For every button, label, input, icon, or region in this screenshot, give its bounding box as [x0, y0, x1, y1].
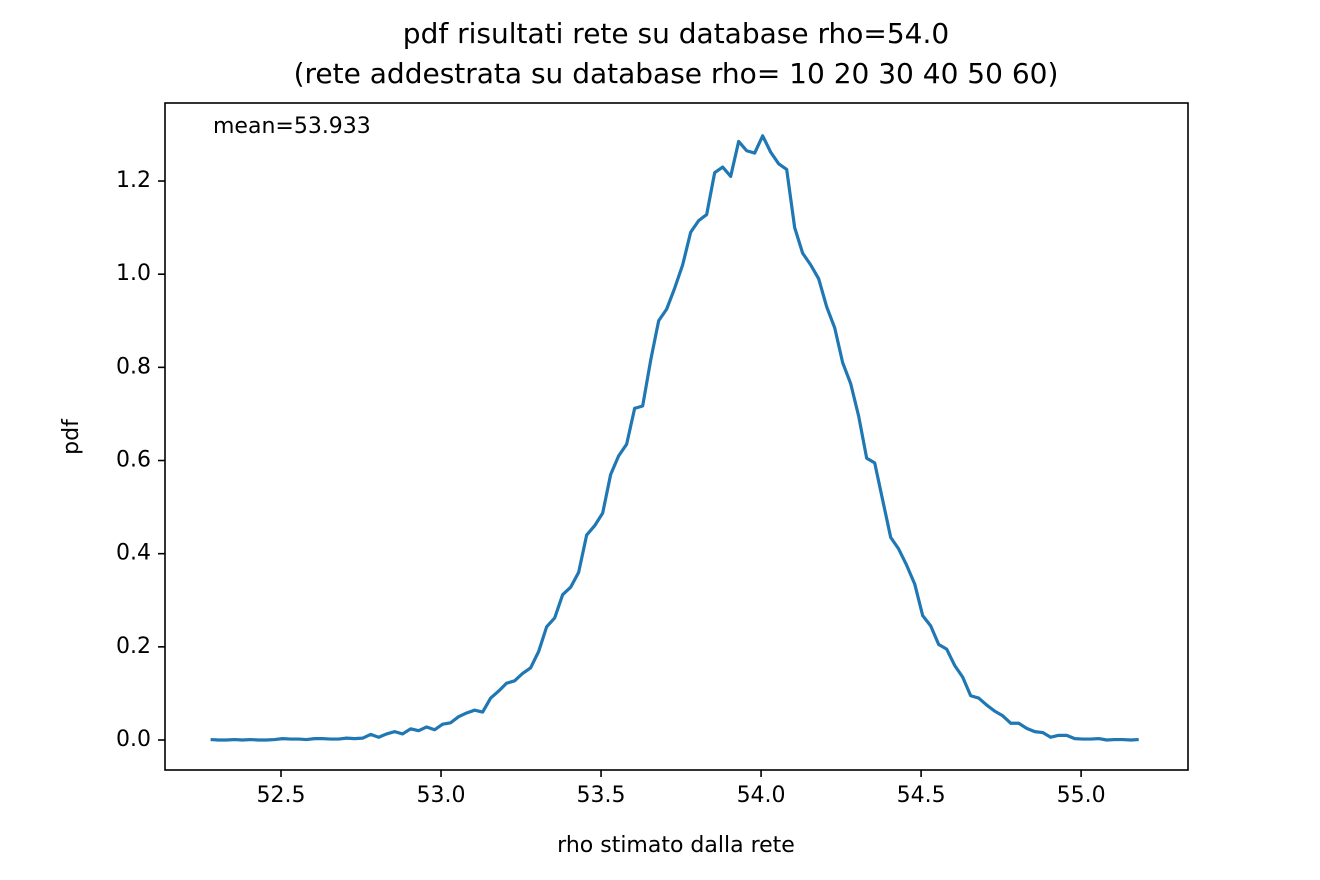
- chart-subtitle: (rete addestrata su database rho= 10 20 …: [294, 57, 1059, 90]
- x-tick-label: 53.5: [577, 783, 626, 808]
- y-tick-label: 0.8: [116, 354, 151, 379]
- x-axis-label: rho stimato dalla rete: [557, 833, 795, 858]
- x-tick-label: 54.0: [737, 783, 786, 808]
- x-tick-label: 55.0: [1057, 783, 1106, 808]
- x-tick-label: 54.5: [897, 783, 946, 808]
- chart-title: pdf risultati rete su database rho=54.0: [403, 17, 949, 50]
- x-tick-label: 52.5: [257, 783, 306, 808]
- data-line: [210, 134, 1139, 742]
- x-tick-label: 53.0: [417, 783, 466, 808]
- y-tick-label: 1.2: [116, 168, 151, 193]
- annotation: mean=53.933: [213, 114, 371, 139]
- y-tick-label: 0.0: [116, 727, 151, 752]
- y-tick-label: 0.4: [116, 541, 151, 566]
- y-tick-label: 0.6: [116, 448, 151, 473]
- plot-frame: [164, 102, 1189, 771]
- y-axis-label: pdf: [59, 418, 84, 455]
- y-tick-label: 0.2: [116, 634, 151, 659]
- y-tick-label: 1.0: [116, 261, 151, 286]
